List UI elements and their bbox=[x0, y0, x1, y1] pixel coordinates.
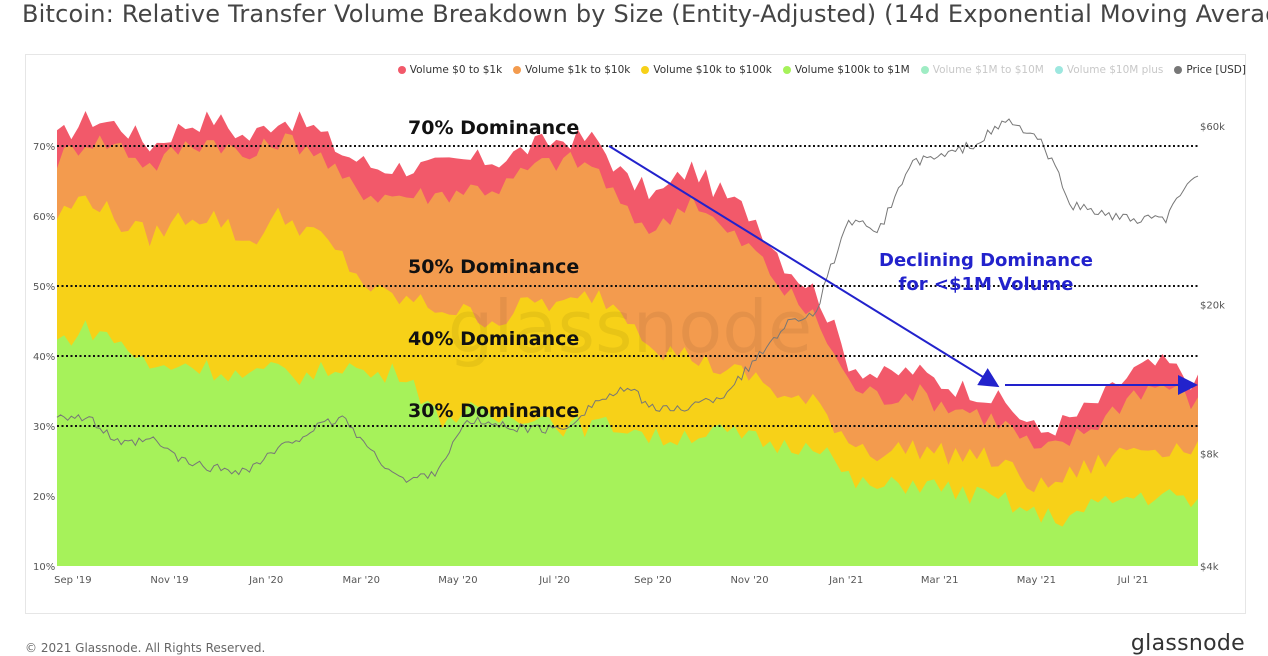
y-tick-label: 70% bbox=[33, 142, 55, 153]
legend-item-6[interactable]: Price [USD] bbox=[1174, 64, 1246, 76]
legend-label: Volume $0 to $1k bbox=[409, 64, 503, 76]
y-right-tick-label: $20k bbox=[1200, 301, 1225, 312]
x-tick-label: Jan '21 bbox=[828, 575, 863, 586]
legend-item-5[interactable]: Volume $10M plus bbox=[1054, 64, 1164, 76]
legend-dot bbox=[920, 66, 929, 74]
legend-item-1[interactable]: Volume $1k to $10k bbox=[513, 64, 630, 76]
legend-item-2[interactable]: Volume $10k to $100k bbox=[641, 64, 772, 76]
y-right-tick-label: $4k bbox=[1200, 562, 1219, 573]
legend-label: Volume $10k to $100k bbox=[653, 64, 772, 76]
x-tick-label: Sep '19 bbox=[54, 575, 92, 586]
y-tick-label: 40% bbox=[33, 352, 55, 363]
x-tick-label: May '21 bbox=[1017, 575, 1056, 586]
price-line bbox=[56, 118, 1199, 483]
chart-legend: Volume $0 to $1k Volume $1k to $10k Volume… bbox=[397, 64, 1246, 76]
declining-dominance-label: Declining Dominance bbox=[879, 250, 1093, 271]
dominance-label-50: 50% Dominance bbox=[408, 256, 579, 278]
y-tick-label: 30% bbox=[33, 422, 55, 433]
area-series bbox=[57, 320, 1198, 566]
legend-dot bbox=[1174, 66, 1183, 74]
brand-logo-text: glassnode bbox=[1130, 631, 1245, 656]
dominance-label-40: 40% Dominance bbox=[408, 328, 579, 350]
legend-dot bbox=[1054, 66, 1063, 74]
x-tick-label: Nov '19 bbox=[150, 575, 188, 586]
y-right-tick-label: $60k bbox=[1200, 122, 1225, 133]
legend-label: Price [USD] bbox=[1186, 64, 1246, 76]
annotations: 70% Dominance 50% Dominance 40% Dominanc… bbox=[408, 117, 1198, 422]
x-tick-label: Mar '20 bbox=[343, 575, 381, 586]
x-tick-label: Mar '21 bbox=[921, 575, 959, 586]
price-series-line bbox=[56, 118, 1199, 483]
legend-item-4[interactable]: Volume $1M to $10M bbox=[920, 64, 1044, 76]
x-tick-label: Nov '20 bbox=[730, 575, 768, 586]
legend-item-3[interactable]: Volume $100k to $1M bbox=[782, 64, 910, 76]
x-tick-label: Sep '20 bbox=[634, 575, 672, 586]
x-tick-label: May '20 bbox=[438, 575, 477, 586]
legend-label: Volume $1M to $10M bbox=[932, 64, 1044, 76]
legend-dot bbox=[513, 66, 522, 74]
legend-label: Volume $100k to $1M bbox=[794, 64, 910, 76]
y-tick-label: 10% bbox=[33, 562, 55, 573]
declining-dominance-sublabel: for <$1M Volume bbox=[899, 274, 1074, 295]
x-tick-label: Jan '20 bbox=[248, 575, 283, 586]
x-tick-label: Jul '20 bbox=[538, 575, 570, 586]
y-tick-label: 50% bbox=[33, 282, 55, 293]
legend-dot bbox=[782, 66, 791, 74]
declining-arrow bbox=[608, 145, 1000, 388]
x-tick-label: Jul '21 bbox=[1117, 575, 1149, 586]
legend-dot bbox=[397, 66, 406, 74]
copyright-text: © 2021 Glassnode. All Rights Reserved. bbox=[25, 641, 266, 655]
dominance-lines bbox=[57, 145, 1198, 427]
y-tick-label: 60% bbox=[33, 212, 55, 223]
legend-label: Volume $1k to $10k bbox=[525, 64, 631, 76]
legend-dot bbox=[641, 66, 650, 74]
dominance-label-30: 30% Dominance bbox=[408, 400, 579, 422]
stacked-areas bbox=[57, 111, 1198, 566]
axes: 10% 20% 30% 40% 50% 60% 70% $4k $8k $20k $60k Sep '… bbox=[33, 122, 1225, 586]
y-right-tick-label: $8k bbox=[1200, 449, 1219, 460]
legend-label: Volume $10M plus bbox=[1066, 64, 1164, 76]
legend-item-0[interactable]: Volume $0 to $1k bbox=[397, 64, 503, 76]
dominance-label-70: 70% Dominance bbox=[408, 117, 579, 139]
chart-title: Bitcoin: Relative Transfer Volume Breakd… bbox=[22, 0, 1268, 28]
y-tick-label: 20% bbox=[33, 492, 55, 503]
